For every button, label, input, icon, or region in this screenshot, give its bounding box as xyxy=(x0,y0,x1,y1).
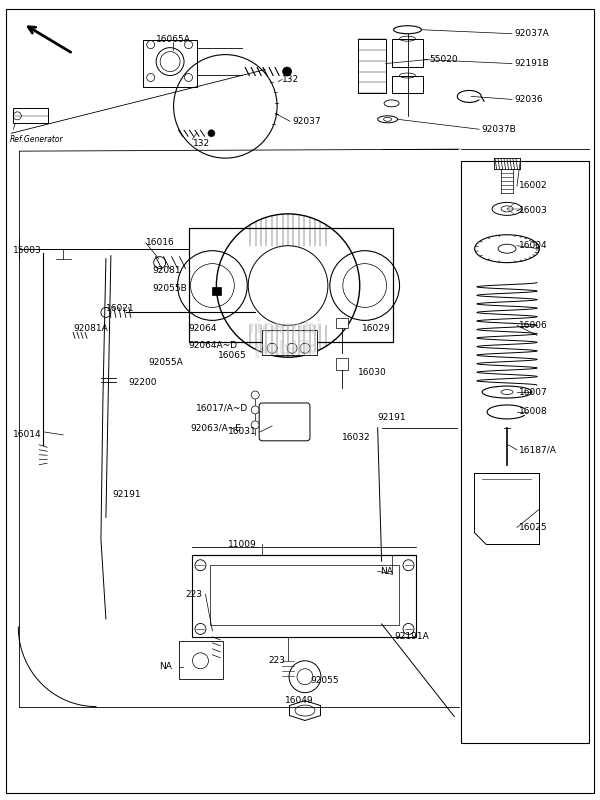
Bar xyxy=(13,108,48,123)
FancyBboxPatch shape xyxy=(392,75,424,94)
Text: 92055: 92055 xyxy=(310,676,338,685)
Text: Ref.Generator: Ref.Generator xyxy=(10,134,63,144)
Text: 16029: 16029 xyxy=(362,324,391,333)
Text: 16187/A: 16187/A xyxy=(519,446,557,454)
Text: 16032: 16032 xyxy=(342,434,370,442)
Text: 92081A: 92081A xyxy=(73,324,108,333)
Text: 16030: 16030 xyxy=(358,368,386,377)
Text: 16065: 16065 xyxy=(218,350,247,360)
Text: 92191: 92191 xyxy=(377,414,406,422)
Text: 92037A: 92037A xyxy=(514,30,549,38)
Text: 223: 223 xyxy=(185,590,203,598)
Text: NA: NA xyxy=(380,566,392,576)
Text: NA: NA xyxy=(158,662,172,671)
FancyBboxPatch shape xyxy=(179,641,223,678)
FancyBboxPatch shape xyxy=(336,358,348,370)
FancyBboxPatch shape xyxy=(188,228,392,342)
Text: 92191A: 92191A xyxy=(395,632,430,642)
Text: 92055A: 92055A xyxy=(149,358,184,366)
FancyBboxPatch shape xyxy=(143,40,197,87)
Bar xyxy=(212,286,221,295)
Ellipse shape xyxy=(283,67,292,76)
Ellipse shape xyxy=(208,130,215,137)
Text: 92037: 92037 xyxy=(292,117,320,126)
Text: 16002: 16002 xyxy=(519,182,548,190)
Text: 92064A~D: 92064A~D xyxy=(188,341,238,350)
Text: ricambi
publik: ricambi publik xyxy=(247,319,323,358)
Text: 16008: 16008 xyxy=(519,407,548,417)
Text: 16049: 16049 xyxy=(285,696,314,705)
Text: 92055B: 92055B xyxy=(152,284,187,293)
FancyBboxPatch shape xyxy=(262,330,317,355)
Text: 16003: 16003 xyxy=(519,206,548,215)
Text: 92200: 92200 xyxy=(129,378,157,386)
Text: 11009: 11009 xyxy=(229,540,257,549)
Text: 92063/A~E: 92063/A~E xyxy=(191,423,241,432)
FancyBboxPatch shape xyxy=(193,555,416,637)
FancyBboxPatch shape xyxy=(392,38,424,66)
Text: 132: 132 xyxy=(282,75,299,84)
Text: 16016: 16016 xyxy=(146,238,175,247)
Text: 55020: 55020 xyxy=(430,55,458,64)
Bar xyxy=(461,161,589,743)
Text: 16021: 16021 xyxy=(106,304,134,313)
Text: 92064: 92064 xyxy=(188,324,217,333)
Text: 16065A: 16065A xyxy=(155,35,191,44)
Text: 16007: 16007 xyxy=(519,387,548,397)
Text: 16025: 16025 xyxy=(519,523,548,532)
Text: 92081: 92081 xyxy=(152,266,181,275)
Text: 16017/A~D: 16017/A~D xyxy=(196,403,248,413)
Text: 92037B: 92037B xyxy=(481,125,516,134)
Text: 223: 223 xyxy=(268,656,285,666)
Text: 16004: 16004 xyxy=(519,242,548,250)
FancyBboxPatch shape xyxy=(259,403,310,441)
Text: 92191B: 92191B xyxy=(514,59,549,68)
Text: 132: 132 xyxy=(193,138,209,148)
FancyBboxPatch shape xyxy=(211,566,398,625)
FancyBboxPatch shape xyxy=(358,38,386,94)
Text: 92191: 92191 xyxy=(113,490,142,499)
Text: 16006: 16006 xyxy=(519,321,548,330)
Text: 16031: 16031 xyxy=(229,427,257,436)
Text: 15003: 15003 xyxy=(13,246,42,255)
Text: 92036: 92036 xyxy=(514,95,542,104)
FancyBboxPatch shape xyxy=(336,318,348,328)
Text: 16014: 16014 xyxy=(13,430,42,439)
